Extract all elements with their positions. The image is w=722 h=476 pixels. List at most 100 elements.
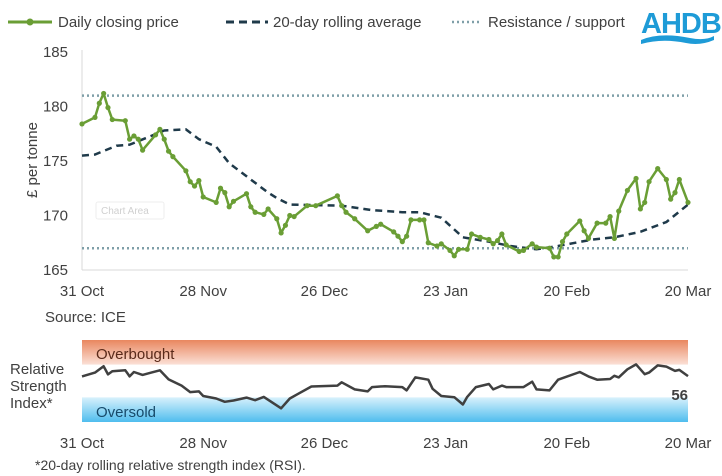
- rsi-label-line3: Index*: [10, 395, 53, 412]
- price-point: [655, 166, 661, 172]
- price-point: [378, 221, 384, 227]
- price-point: [127, 136, 133, 142]
- x-tick-label: 20 Mar: [665, 283, 712, 300]
- x-tick-label: 28 Nov: [179, 435, 227, 452]
- price-point: [642, 199, 648, 206]
- price-point: [373, 223, 379, 229]
- price-point: [352, 216, 358, 222]
- legend-label-average: 20-day rolling average: [273, 14, 421, 31]
- price-point: [187, 179, 193, 185]
- price-point: [101, 90, 107, 97]
- price-point: [161, 136, 167, 142]
- price-point: [170, 154, 176, 160]
- x-tick-label: 20 Feb: [543, 283, 590, 300]
- price-point: [668, 196, 674, 202]
- price-point: [339, 203, 345, 209]
- x-tick-label: 26 Dec: [301, 435, 349, 452]
- price-point: [594, 220, 600, 226]
- price-point: [105, 104, 111, 111]
- price-point: [585, 235, 592, 241]
- price-point: [503, 242, 509, 248]
- oversold-label: Oversold: [96, 404, 156, 421]
- price-point: [672, 190, 678, 196]
- price-point: [581, 228, 587, 234]
- price-point: [157, 126, 163, 132]
- price-point: [313, 203, 319, 209]
- ahdb-logo: AHDB: [641, 8, 722, 44]
- price-point: [109, 116, 115, 123]
- y-tick-label: 170: [43, 208, 68, 225]
- price-point: [624, 187, 631, 194]
- price-point: [486, 236, 492, 243]
- x-tick-label: 23 Jan: [423, 435, 468, 452]
- oversold-band: [82, 397, 688, 422]
- price-point: [213, 199, 219, 206]
- legend-item-price[interactable]: Daily closing price: [8, 14, 179, 31]
- y-tick-label: 175: [43, 153, 68, 170]
- x-tick-label: 28 Nov: [179, 283, 227, 300]
- y-tick-label: 180: [43, 99, 68, 116]
- rsi-label-line2: Strength: [10, 378, 67, 395]
- price-point: [282, 222, 289, 228]
- price-point: [464, 246, 470, 252]
- price-point: [304, 203, 310, 209]
- price-point: [633, 175, 639, 182]
- rsi-panel: Overbought Oversold: [81, 340, 689, 422]
- x-tick-label: 20 Feb: [543, 435, 590, 452]
- price-point: [226, 204, 232, 210]
- price-point: [252, 209, 258, 215]
- x-tick-label: 20 Mar: [665, 435, 712, 452]
- price-point: [494, 237, 501, 244]
- price-point: [165, 148, 172, 154]
- price-point: [135, 136, 141, 142]
- legend-label-price: Daily closing price: [58, 14, 179, 31]
- price-point: [191, 183, 198, 189]
- price-point: [261, 211, 267, 218]
- price-point: [274, 216, 280, 222]
- legend-label-levels: Resistance / support: [488, 14, 626, 31]
- price-point: [555, 254, 561, 260]
- rsi-label-line1: Relative: [10, 361, 64, 378]
- price-point: [291, 213, 297, 220]
- price-point: [196, 178, 202, 184]
- price-point: [516, 248, 522, 255]
- rsi-last-value: 56: [671, 387, 688, 404]
- closing-price-line: [81, 92, 690, 259]
- legend: Daily closing price 20-day rolling avera…: [8, 14, 626, 31]
- price-point: [468, 231, 475, 237]
- price-point: [243, 191, 250, 197]
- price-point: [96, 100, 102, 106]
- price-point: [646, 179, 652, 185]
- price-point: [222, 190, 228, 196]
- price-point: [404, 233, 410, 239]
- price-point: [92, 114, 98, 120]
- price-point: [395, 233, 401, 239]
- price-point: [616, 208, 622, 214]
- price-point: [152, 132, 159, 138]
- price-point: [183, 168, 189, 174]
- price-point: [663, 176, 669, 183]
- closing-price-series: [79, 90, 691, 260]
- price-point: [685, 199, 691, 206]
- y-tick-label: 165: [43, 262, 68, 279]
- price-point: [391, 229, 397, 235]
- price-point: [230, 198, 237, 204]
- chart-area-tooltip: Chart Area: [95, 201, 165, 220]
- price-point: [455, 246, 462, 252]
- price-point: [248, 204, 254, 210]
- price-point: [607, 213, 613, 220]
- price-point: [122, 118, 128, 124]
- price-point: [559, 239, 566, 245]
- price-point: [287, 212, 293, 219]
- price-point: [447, 247, 453, 253]
- price-point: [408, 217, 414, 223]
- legend-item-levels[interactable]: Resistance / support: [452, 14, 626, 31]
- legend-item-average[interactable]: 20-day rolling average: [226, 14, 421, 31]
- x-tick-labels: 31 Oct 28 Nov 26 Dec 23 Jan 20 Feb 20 Mar: [60, 283, 711, 300]
- x-tick-label: 26 Dec: [301, 283, 349, 300]
- price-point: [417, 217, 423, 223]
- x-tick-label: 31 Oct: [60, 283, 105, 300]
- resistance-support-lines: [82, 94, 688, 250]
- price-point: [200, 194, 206, 200]
- price-point: [79, 121, 85, 127]
